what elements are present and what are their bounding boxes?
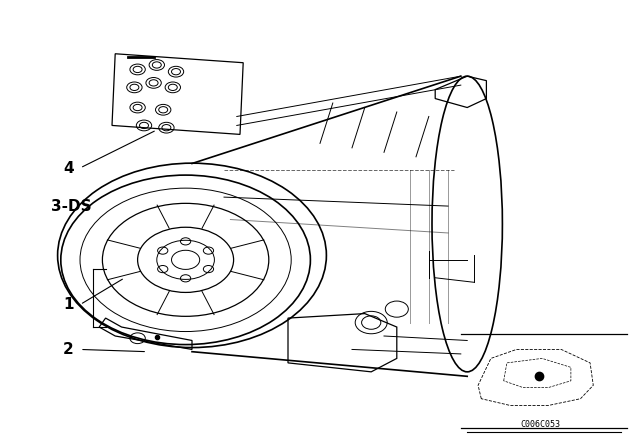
Text: C006C053: C006C053 [521, 420, 561, 429]
Text: 2: 2 [63, 342, 74, 357]
Text: 1: 1 [63, 297, 74, 312]
Text: 3-DS: 3-DS [51, 198, 92, 214]
Text: 4: 4 [63, 160, 74, 176]
